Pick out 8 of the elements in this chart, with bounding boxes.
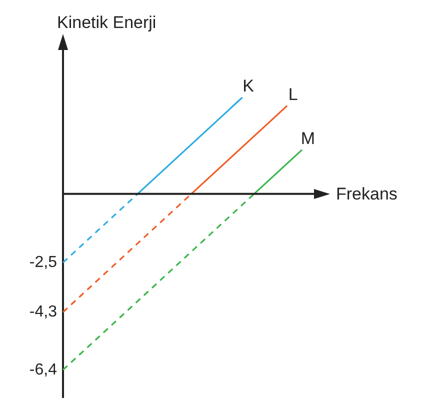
series-label: M: [300, 128, 316, 148]
y-tick-label: -4,3: [29, 304, 58, 321]
y-tick-label: -6,4: [29, 361, 58, 378]
series-label: K: [242, 76, 255, 96]
series-label: L: [288, 84, 298, 104]
x-axis-title: Frekans: [336, 184, 398, 204]
y-axis-title: Kinetik Enerji: [57, 13, 156, 32]
y-tick-label: -2,5: [29, 254, 58, 271]
